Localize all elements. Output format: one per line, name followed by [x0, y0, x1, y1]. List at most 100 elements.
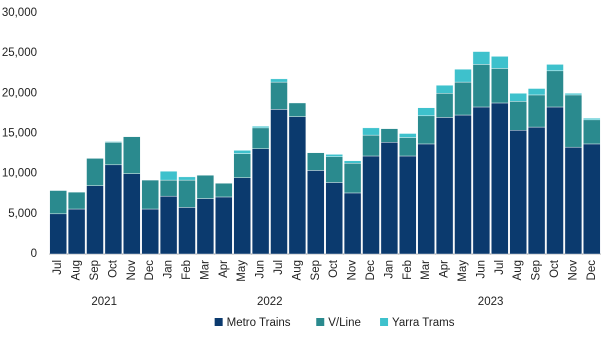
bar-segment — [380, 128, 399, 143]
x-tick-label: Aug — [291, 260, 303, 280]
bar-segment — [564, 146, 583, 255]
year-label: 2022 — [257, 296, 283, 308]
legend-label: V/Line — [328, 317, 361, 329]
x-tick-label: May — [457, 260, 469, 282]
bar-segment — [343, 163, 362, 194]
bar-segment — [196, 175, 215, 199]
y-tick-label: 25,000 — [2, 47, 37, 59]
bar-segment — [270, 78, 288, 83]
bar-segment — [196, 198, 215, 255]
x-tick-label: Jun — [255, 260, 267, 279]
bar-segment — [123, 136, 141, 174]
bar-segment — [215, 196, 233, 255]
x-tick-label: Feb — [181, 260, 193, 280]
bar-segment — [141, 179, 159, 210]
bar-segment — [399, 137, 417, 157]
bar-segment — [454, 69, 472, 83]
bar-segment — [233, 153, 251, 178]
bar-segment — [491, 56, 509, 69]
bar-segment — [583, 143, 601, 255]
legend-label: Metro Trains — [227, 317, 291, 329]
legend-swatch — [316, 318, 325, 326]
bar-segment — [362, 127, 380, 136]
bar-segment — [399, 133, 417, 138]
bar-segment — [417, 115, 435, 145]
bar-segment — [417, 143, 435, 255]
bar-segment — [509, 130, 527, 255]
bar-segment — [527, 88, 546, 96]
bar-segment — [435, 117, 454, 255]
bar-segment — [435, 93, 454, 118]
bar-segment — [546, 64, 564, 72]
y-tick-label: 15,000 — [2, 128, 37, 140]
bar-segment — [546, 106, 564, 255]
x-tick-label: Nov — [347, 260, 359, 281]
bar-segment — [178, 179, 196, 208]
x-tick-label: Aug — [71, 260, 83, 280]
bar-segment — [288, 102, 307, 117]
bar-segment — [380, 142, 399, 255]
bar-segment — [491, 102, 509, 255]
bar-segment — [472, 106, 491, 255]
x-tick-label: Aug — [512, 260, 524, 280]
bar-segment — [49, 190, 67, 215]
bar-segment — [251, 127, 270, 149]
bar-segment — [251, 148, 270, 255]
bar-segment — [104, 142, 123, 166]
x-tick-label: Feb — [402, 260, 414, 280]
bar-segment — [67, 208, 86, 255]
bar-segment — [435, 85, 454, 94]
bar-segment — [159, 179, 178, 197]
x-tick-label: Jul — [494, 260, 506, 275]
bar-segment — [104, 141, 123, 143]
bar-segment — [270, 81, 288, 110]
bar-segment — [67, 191, 86, 210]
bar-segment — [288, 116, 307, 255]
y-tick-label: 5,000 — [8, 208, 37, 220]
x-tick-label: Dec — [586, 260, 598, 281]
bar-segment — [472, 51, 491, 65]
y-tick-label: 20,000 — [2, 87, 37, 99]
bar-segment — [159, 171, 178, 181]
y-tick-label: 10,000 — [2, 168, 37, 180]
bar-segment — [343, 192, 362, 255]
bar-segment — [178, 176, 196, 181]
bar-segment — [325, 182, 343, 255]
bar-segment — [509, 101, 527, 131]
bar-segment — [104, 164, 123, 255]
x-tick-label: Dec — [144, 260, 156, 281]
bar-segment — [86, 185, 104, 255]
bar-segment — [270, 109, 288, 255]
bar-segment — [325, 156, 343, 183]
y-tick-label: 30,000 — [2, 7, 37, 19]
bar-segment — [472, 64, 491, 108]
year-label: 2021 — [91, 296, 117, 308]
bar-segment — [583, 118, 601, 121]
bar-segment — [527, 126, 546, 255]
bar-segment — [141, 208, 159, 255]
bar-segment — [454, 114, 472, 255]
x-tick-label: Jun — [475, 260, 487, 279]
bar-segment — [215, 183, 233, 198]
x-tick-label: Nov — [567, 260, 579, 281]
bar-segment — [233, 150, 251, 154]
x-tick-label: May — [236, 260, 248, 282]
bar-segment — [86, 158, 104, 186]
y-tick-label: 0 — [31, 248, 37, 260]
year-label: 2023 — [478, 296, 504, 308]
bar-segment — [123, 173, 141, 255]
x-tick-label: Oct — [328, 259, 340, 278]
legend-swatch — [380, 318, 389, 326]
bar-segment — [343, 160, 362, 164]
x-tick-label: Sep — [531, 260, 543, 280]
x-tick-label: Sep — [89, 260, 101, 280]
bar-segment — [362, 155, 380, 255]
bar-segment — [417, 107, 435, 117]
legend-label: Yarra Trams — [392, 317, 455, 329]
bar-segment — [546, 70, 564, 108]
bar-segment — [564, 94, 583, 148]
x-tick-label: Jan — [163, 260, 175, 279]
x-tick-label: Apr — [218, 260, 230, 278]
bar-segment — [527, 94, 546, 128]
bar-segment — [454, 81, 472, 116]
